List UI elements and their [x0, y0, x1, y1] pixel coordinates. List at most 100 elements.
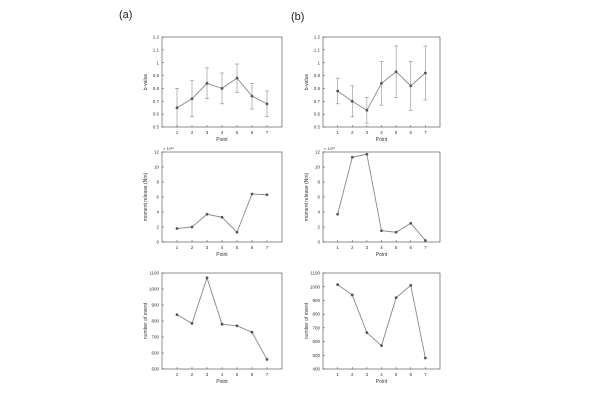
- y-tick-label: 0.8: [314, 86, 321, 91]
- y-axis-label: b-value: [143, 74, 149, 91]
- data-point: [265, 193, 269, 197]
- y-tick-label: 1000: [149, 287, 160, 292]
- y-exponent-label: × 10¹⁸: [324, 146, 335, 151]
- x-axis-label: Point: [376, 379, 388, 385]
- x-tick-label: 2: [191, 245, 194, 250]
- y-axis-label: b-value: [304, 74, 310, 91]
- y-tick-label: 0: [317, 240, 320, 245]
- data-point: [365, 108, 369, 112]
- x-tick-label: 2: [351, 130, 354, 135]
- data-point: [235, 230, 239, 234]
- data-point: [350, 155, 354, 159]
- y-tick-label: 500: [151, 367, 159, 372]
- y-tick-label: 0.9: [153, 73, 160, 78]
- y-tick-label: 500: [312, 353, 320, 358]
- y-tick-label: 600: [151, 351, 159, 356]
- charts: 0.50.60.70.80.911.11.21 2 3 4 5 6 7Pointb-valu…: [143, 35, 441, 385]
- x-tick-label: 1: [176, 245, 179, 250]
- data-point: [394, 70, 398, 74]
- data-point: [394, 230, 398, 234]
- x-tick-label: 5: [395, 245, 398, 250]
- data-point: [175, 106, 179, 110]
- y-tick-label: 0.6: [153, 112, 160, 117]
- y-tick-label: 8: [156, 180, 159, 185]
- series-line: [176, 193, 268, 234]
- x-tick-label: 2: [191, 130, 194, 135]
- y-tick-label: 700: [312, 325, 320, 330]
- data-point: [220, 215, 224, 219]
- panel-label-b: (b): [291, 11, 304, 23]
- y-tick-label: 1.2: [153, 35, 160, 40]
- x-tick-label: 3: [206, 372, 209, 377]
- data-point: [394, 296, 398, 300]
- data-point: [336, 89, 340, 93]
- x-tick-label: 3: [366, 372, 369, 377]
- data-point: [409, 84, 413, 88]
- y-tick-label: 1: [317, 60, 320, 65]
- data-point: [409, 283, 413, 287]
- x-tick-label: 6: [409, 130, 412, 135]
- y-tick-label: 1.1: [314, 47, 321, 52]
- x-tick-label: 5: [395, 130, 398, 135]
- data-point: [220, 87, 224, 90]
- x-tick-label: 7: [266, 372, 269, 377]
- data-point: [250, 330, 254, 334]
- y-tick-label: 6: [156, 195, 159, 200]
- data-point: [380, 344, 383, 348]
- data-point: [205, 81, 209, 85]
- data-point: [423, 71, 427, 75]
- y-tick-label: 0.7: [314, 99, 321, 104]
- data-point: [175, 227, 179, 230]
- y-tick-label: 1000: [310, 284, 321, 289]
- y-tick-label: 0.5: [153, 125, 160, 130]
- data-point: [265, 102, 269, 106]
- y-tick-label: 900: [312, 298, 320, 303]
- data-point: [336, 283, 340, 287]
- x-tick-label: 5: [236, 245, 239, 250]
- y-tick-label: 12: [154, 150, 160, 155]
- data-point: [250, 192, 254, 196]
- data-point: [350, 99, 354, 103]
- series-line: [337, 153, 426, 241]
- x-tick-label: 4: [380, 372, 383, 377]
- x-tick-label: 7: [424, 372, 427, 377]
- x-axis-label: Point: [376, 252, 388, 258]
- x-tick-label: 6: [409, 245, 412, 250]
- data-point: [220, 322, 224, 326]
- data-point: [380, 81, 383, 85]
- series-line: [176, 276, 268, 360]
- x-tick-label: 5: [236, 372, 239, 377]
- y-tick-label: 8: [317, 180, 320, 185]
- data-point: [423, 356, 427, 360]
- data-point: [175, 313, 179, 316]
- data-point: [365, 152, 369, 156]
- y-tick-label: 0.9: [314, 73, 321, 78]
- x-tick-label: 3: [366, 245, 369, 250]
- x-axis-label: Point: [376, 137, 388, 143]
- y-axis-label: number of event: [304, 302, 310, 339]
- y-tick-label: 0.7: [153, 99, 160, 104]
- data-point: [365, 331, 369, 335]
- y-tick-label: 1100: [310, 271, 320, 276]
- y-tick-label: 10: [315, 165, 321, 170]
- y-tick-label: 0.6: [314, 112, 321, 117]
- y-tick-label: 1.1: [153, 47, 160, 52]
- y-tick-label: 0.8: [153, 86, 160, 91]
- x-tick-label: 6: [409, 372, 412, 377]
- x-tick-label: 4: [221, 245, 224, 250]
- x-tick-label: 6: [251, 130, 254, 135]
- y-tick-label: 700: [151, 335, 159, 340]
- y-tick-label: 900: [151, 303, 159, 308]
- data-point: [336, 212, 340, 216]
- x-tick-label: 4: [221, 372, 224, 377]
- x-tick-label: 7: [424, 245, 427, 250]
- y-tick-label: 12: [315, 150, 321, 155]
- x-axis-label: Point: [216, 379, 228, 385]
- x-tick-label: 3: [206, 245, 209, 250]
- y-tick-label: 4: [156, 210, 159, 215]
- y-axis-label: moment release (Nm): [143, 173, 149, 222]
- y-tick-label: 600: [312, 339, 320, 344]
- data-point: [190, 97, 194, 101]
- data-point: [190, 322, 194, 325]
